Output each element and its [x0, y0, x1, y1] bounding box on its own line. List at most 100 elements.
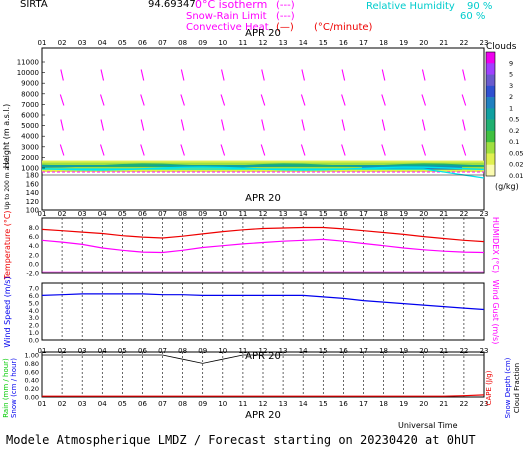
wind-barb — [140, 69, 145, 81]
x-tick-low: 23 — [480, 347, 489, 355]
clouds-y-tick: 9000 — [21, 80, 39, 88]
x-tick-low: 20 — [419, 347, 428, 355]
colorbar-swatch — [486, 97, 495, 109]
x-tick-low: 08 — [178, 347, 187, 355]
wind-ylabel-right: Wind Gust (m/s) — [491, 280, 500, 345]
x-tick-mid: 19 — [399, 210, 408, 218]
x-tick-top: 09 — [198, 39, 207, 47]
colorbar-swatch — [486, 108, 495, 120]
x-tick-bottom: 17 — [359, 400, 368, 408]
wind-barb — [220, 94, 226, 106]
wind-barb — [421, 144, 427, 156]
clouds-ylabel-low: Up to 200 m a.s.l. — [4, 156, 11, 209]
x-tick-bottom: 18 — [379, 400, 388, 408]
colorbar-swatch — [486, 153, 495, 166]
colorbar-label: 0.05 — [509, 149, 523, 157]
clouds-y-tick-low: 120 — [26, 198, 39, 206]
wind-barb — [180, 94, 185, 106]
x-tick-low: 19 — [399, 347, 408, 355]
x-tick-low: 18 — [379, 347, 388, 355]
x-tick-low: 07 — [158, 347, 167, 355]
temperature-y-tick: 8.0 — [29, 224, 39, 232]
precip-ylabel-cape: CAPE (J/g) — [485, 370, 493, 405]
precip-ylabel-cloudfrac: Cloud Fraction — [513, 363, 521, 413]
colorbar-label: 0.5 — [509, 116, 519, 124]
universal-time-label: Universal Time — [398, 421, 458, 430]
clouds-y-tick: 3000 — [21, 143, 39, 151]
x-tick-top: 20 — [419, 39, 428, 47]
x-tick-mid: 15 — [319, 210, 328, 218]
wind-barb — [421, 119, 426, 131]
wind-barb — [140, 94, 145, 106]
colorbar-label: 5 — [509, 71, 513, 79]
clouds-y-tick-low: 140 — [26, 189, 39, 197]
x-tick-mid: 01 — [38, 210, 47, 218]
x-tick-mid: 20 — [419, 210, 428, 218]
clouds-y-tick: 8000 — [21, 90, 39, 98]
wind-barb — [300, 94, 306, 106]
rh-legend-label: Relative Humidity — [366, 1, 455, 12]
clouds-y-tick: 11000 — [17, 59, 39, 67]
wind-barb — [462, 119, 466, 131]
date-label-low: APR 20 — [245, 351, 281, 362]
clouds-y-tick: 6000 — [21, 112, 39, 120]
x-tick-bottom: 06 — [138, 400, 147, 408]
legend-conv-label: Convective Heat — [186, 22, 269, 33]
x-tick-top: 12 — [259, 39, 268, 47]
wind-barb — [180, 69, 185, 81]
wind-barb — [381, 119, 386, 131]
x-tick-bottom: 12 — [259, 400, 268, 408]
legend-snowrain-label: Snow-Rain Limit — [186, 11, 267, 22]
clouds-y-tick-low: 100 — [26, 207, 39, 215]
x-tick-top: 18 — [379, 39, 388, 47]
x-tick-low: 15 — [319, 347, 328, 355]
x-tick-top: 22 — [459, 39, 468, 47]
colorbar-swatch — [486, 130, 495, 143]
wind-barb — [60, 69, 64, 81]
x-tick-mid: 10 — [218, 210, 227, 218]
clouds-y-tick: 7000 — [21, 101, 39, 109]
series-lines — [41, 226, 485, 397]
wind-barb — [301, 69, 305, 81]
wind-barb — [341, 144, 346, 156]
temp-ylabel: Temperature (°C) — [3, 210, 12, 280]
x-tick-low: 04 — [98, 347, 107, 355]
precip-y-tick: 0.40 — [25, 377, 39, 385]
x-tick-low: 06 — [138, 347, 147, 355]
wind-series-line — [41, 293, 485, 311]
x-tick-low: 03 — [78, 347, 87, 355]
wind-barb — [180, 119, 185, 131]
x-tick-bottom: 16 — [339, 400, 348, 408]
wind-barb — [140, 144, 145, 156]
x-tick-bottom: 09 — [198, 400, 207, 408]
x-tick-mid: 09 — [198, 210, 207, 218]
x-tick-bottom: 08 — [178, 400, 187, 408]
wind-barb — [461, 144, 467, 156]
colorbar-swatch — [486, 52, 495, 64]
x-tick-mid: 21 — [439, 210, 448, 218]
x-tick-mid: 16 — [339, 210, 348, 218]
wind-y-tick: 6.0 — [29, 292, 39, 300]
x-tick-low: 10 — [218, 347, 227, 355]
x-tick-mid: 12 — [259, 210, 268, 218]
wind-barb — [261, 119, 265, 131]
cloud-band-peak — [362, 166, 462, 170]
footer-text: Modele Atmospherique LMDZ / Forecast sta… — [6, 433, 476, 447]
x-tick-top: 03 — [78, 39, 87, 47]
x-tick-mid: 06 — [138, 210, 147, 218]
x-tick-bottom: 23 — [480, 400, 489, 408]
colorbar-label: 0.02 — [509, 161, 523, 169]
x-tick-mid: 18 — [379, 210, 388, 218]
wind-barbs — [59, 69, 467, 156]
legend-isotherm-swatch: (---) — [276, 0, 295, 11]
wind-barb — [100, 69, 105, 81]
colorbar-label: 1 — [509, 104, 513, 112]
wind-barb — [99, 94, 105, 106]
temp-ylabel-right: HUMIDEX (°C) — [491, 217, 500, 273]
x-tick-top: 16 — [339, 39, 348, 47]
x-tick-bottom: 10 — [218, 400, 227, 408]
temperature-y-tick: -2.0 — [26, 270, 39, 278]
x-tick-top: 13 — [279, 39, 288, 47]
x-tick-top: 05 — [118, 39, 127, 47]
